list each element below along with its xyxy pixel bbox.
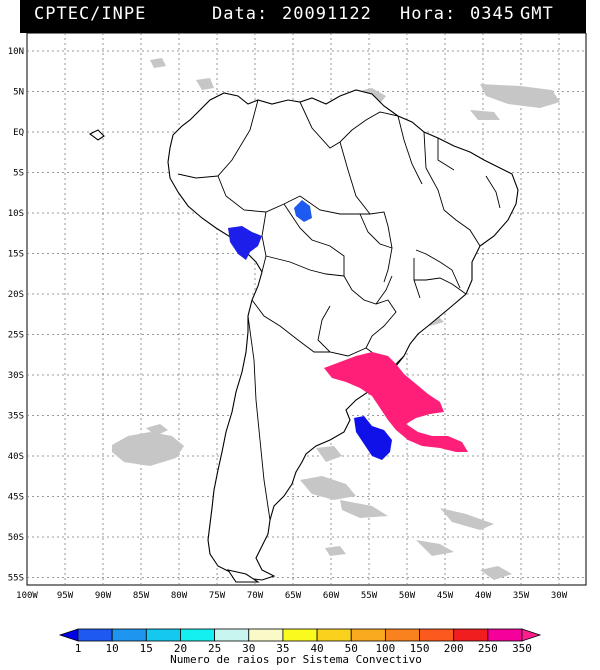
timezone-label: GMT <box>520 4 554 24</box>
lon-tick-label: 90W <box>95 591 112 601</box>
lon-tick-label: 45W <box>437 591 454 601</box>
lat-tick-label: 25S <box>8 331 24 341</box>
lat-tick-label: 55S <box>8 574 24 584</box>
colorbar: 1 10 15 20 25 30 35 40 50 100 150 200 250 350 Numero … <box>58 628 542 666</box>
colorbar-tick-label: 200 <box>444 642 464 655</box>
colorbar-cell <box>282 628 318 642</box>
lon-tick-label: 80W <box>171 591 188 601</box>
lat-tick-label: 30S <box>8 371 24 381</box>
lon-tick-label: 70W <box>247 591 264 601</box>
colorbar-cell <box>487 628 523 642</box>
hour-label: Hora: <box>400 4 457 24</box>
lat-tick-label: 5N <box>13 88 24 98</box>
colorbar-cell <box>111 628 147 642</box>
lat-tick-label: 45S <box>8 493 24 503</box>
cluster-peru <box>228 226 262 260</box>
lat-tick-label: 10N <box>8 47 24 57</box>
colorbar-arrow-left <box>58 628 79 642</box>
lon-tick-label: 65W <box>285 591 302 601</box>
colorbar-tick-label: 15 <box>140 642 153 655</box>
lat-tick-label: 20S <box>8 290 24 300</box>
lightning-clusters <box>228 200 468 460</box>
colorbar-cell <box>180 628 216 642</box>
lon-tick-label: 50W <box>399 591 416 601</box>
colorbar-title: Numero de raios por Sistema Convectivo <box>170 653 422 666</box>
cluster-rio-de-la-plata <box>354 416 392 460</box>
colorbar-tick-label: 1 <box>75 642 82 655</box>
lon-tick-label: 95W <box>57 591 74 601</box>
cluster-bolivia <box>294 200 312 222</box>
colorbar-tick-label: 50 <box>345 642 358 655</box>
lon-tick-label: 85W <box>133 591 150 601</box>
colorbar-cell <box>248 628 284 642</box>
lat-tick-label: EQ <box>13 128 24 138</box>
colorbar-tick-label: 20 <box>174 642 187 655</box>
colorbar-cell <box>453 628 489 642</box>
lon-tick-label: 100W <box>16 591 38 601</box>
colorbar-cell <box>77 628 113 642</box>
colorbar-tick-label: 10 <box>106 642 119 655</box>
lon-tick-label: 40W <box>475 591 492 601</box>
colorbar-tick-label: 40 <box>310 642 323 655</box>
lightning-map: 10N5NEQ5S10S15S20S25S30S35S40S45S50S55S … <box>8 33 587 666</box>
cluster-southern-brazil <box>324 352 468 452</box>
date-label: Data: <box>212 4 269 24</box>
colorbar-tick-label: 100 <box>375 642 395 655</box>
islands <box>88 129 260 583</box>
colorbar-cell <box>214 628 250 642</box>
lat-tick-label: 10S <box>8 209 24 219</box>
header-bar: CPTEC/INPE Data: 20091122 Hora: 0345 GMT <box>20 0 586 33</box>
lon-tick-label: 60W <box>323 591 340 601</box>
lat-tick-label: 15S <box>8 250 24 260</box>
colorbar-cell <box>350 628 386 642</box>
colorbar-arrow-right <box>521 628 542 642</box>
hour-value: 0345 <box>470 4 515 24</box>
colorbar-tick-label: 25 <box>208 642 221 655</box>
latitude-labels: 10N 5N EQ 5S 10S 15S 20S 25S 30S 35S 40S 45S 50S 55S <box>8 47 24 584</box>
lon-tick-label: 30W <box>551 591 568 601</box>
colorbar-cell <box>145 628 181 642</box>
lat-tick-label: 50S <box>8 533 24 543</box>
source-label: CPTEC/INPE <box>34 4 147 24</box>
colorbar-tick-label: 150 <box>410 642 430 655</box>
lat-tick-label: 40S <box>8 452 24 462</box>
country-borders <box>177 99 501 521</box>
colorbar-cell <box>419 628 455 642</box>
lon-tick-label: 35W <box>513 591 530 601</box>
colorbar-tick-label: 350 <box>512 642 532 655</box>
colorbar-tick-label: 250 <box>478 642 498 655</box>
lon-tick-label: 55W <box>361 591 378 601</box>
colorbar-tick-label: 30 <box>242 642 255 655</box>
date-value: 20091122 <box>282 4 372 24</box>
south-america-landmass <box>167 89 519 581</box>
lat-tick-label: 35S <box>8 412 24 422</box>
lon-tick-label: 75W <box>209 591 226 601</box>
colorbar-cell <box>384 628 420 642</box>
lat-tick-label: 5S <box>13 169 24 179</box>
colorbar-tick-label: 35 <box>276 642 289 655</box>
colorbar-cell <box>316 628 352 642</box>
longitude-labels: 100W 95W 90W 85W 80W 75W 70W 65W 60W 55W 50W 45W 40W… <box>16 591 568 601</box>
